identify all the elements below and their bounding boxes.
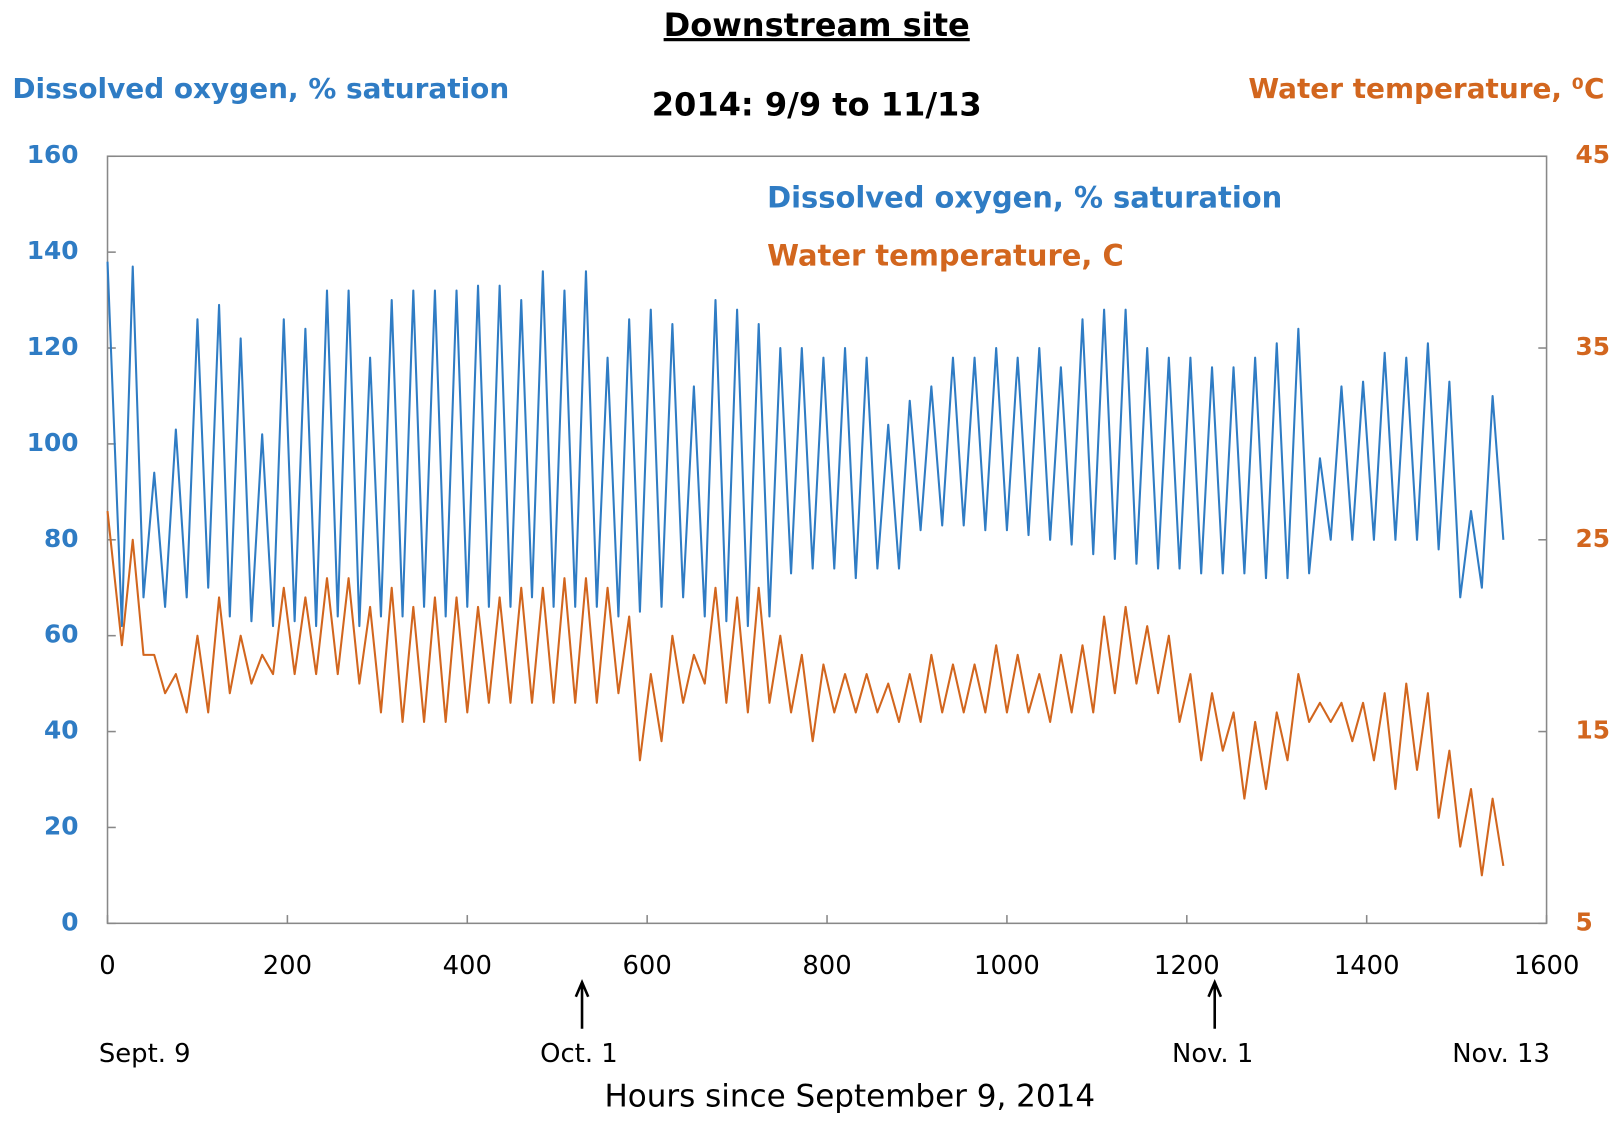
y-axis-label: Dissolved oxygen, % saturation bbox=[12, 72, 509, 105]
y-tick-label: 40 bbox=[44, 716, 79, 745]
y2-axis-label: Water temperature, ⁰C bbox=[1248, 72, 1604, 105]
y-tick-label: 20 bbox=[44, 811, 79, 840]
x-tick-label: 0 bbox=[99, 951, 115, 981]
x-tick-label: 800 bbox=[802, 951, 851, 981]
x-tick-label: 400 bbox=[443, 951, 492, 981]
y2-tick-label: 15 bbox=[1576, 716, 1611, 745]
legend-entry: Water temperature, C bbox=[767, 239, 1124, 273]
date-annotation: Nov. 13 bbox=[1452, 1039, 1550, 1069]
y2-tick-label: 35 bbox=[1576, 332, 1611, 361]
x-tick-label: 1600 bbox=[1514, 951, 1580, 981]
y-tick-label: 60 bbox=[44, 620, 79, 649]
y2-tick-label: 5 bbox=[1576, 907, 1593, 936]
y-tick-label: 120 bbox=[27, 332, 79, 361]
date-arrows bbox=[574, 978, 1223, 1029]
date-annotation: Oct. 1 bbox=[540, 1039, 618, 1069]
chart-subtitle: 2014: 9/9 to 11/13 bbox=[652, 86, 982, 124]
x-tick-label: 1000 bbox=[974, 951, 1040, 981]
x-tick-label: 200 bbox=[263, 951, 312, 981]
y-tick-label: 160 bbox=[27, 140, 79, 169]
y-tick-label: 0 bbox=[61, 907, 78, 936]
date-annotation: Nov. 1 bbox=[1172, 1039, 1253, 1069]
series-line bbox=[106, 261, 1505, 628]
chart-title: Downstream site bbox=[664, 6, 970, 44]
y-tick-label: 100 bbox=[27, 428, 79, 457]
x-tick-label: 1200 bbox=[1154, 951, 1220, 981]
series-line bbox=[106, 510, 1505, 877]
y2-tick-label: 45 bbox=[1576, 140, 1611, 169]
x-axis-label: Hours since September 9, 2014 bbox=[604, 1079, 1095, 1115]
y-tick-label: 80 bbox=[44, 524, 79, 553]
x-tick-label: 600 bbox=[623, 951, 672, 981]
date-annotation: Sept. 9 bbox=[99, 1039, 191, 1069]
x-tick-label: 1400 bbox=[1334, 951, 1400, 981]
y2-tick-label: 25 bbox=[1576, 524, 1611, 553]
y-tick-label: 140 bbox=[27, 236, 79, 265]
legend-entry: Dissolved oxygen, % saturation bbox=[767, 181, 1282, 215]
